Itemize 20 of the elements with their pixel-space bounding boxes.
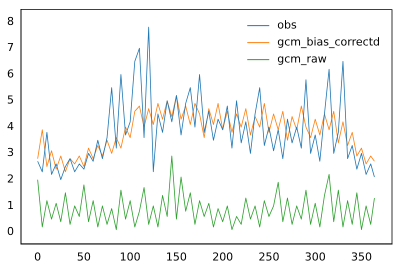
- x-tick-label: 350: [350, 250, 372, 264]
- y-tick-label: 6: [7, 67, 14, 80]
- y-tick-label: 1: [7, 198, 14, 212]
- x-tick-label: 250: [258, 250, 280, 264]
- y-tick-label: 0: [7, 225, 14, 238]
- legend-label: gcm_raw: [277, 52, 327, 66]
- x-tick-label: 50: [76, 250, 91, 264]
- y-tick-label: 4: [7, 120, 14, 133]
- y-tick-label: 5: [7, 94, 14, 107]
- x-tick-label: 150: [166, 250, 187, 264]
- x-tick-label: 200: [212, 250, 234, 264]
- x-tick-label: 100: [120, 250, 141, 264]
- x-tick-label: 0: [34, 250, 42, 264]
- legend-label: gcm_bias_correctd: [277, 35, 380, 48]
- y-tick-label: 7: [7, 41, 14, 54]
- y-tick-label: 8: [7, 14, 14, 28]
- y-tick-label: 3: [7, 146, 14, 160]
- x-tick-label: 300: [304, 250, 326, 264]
- y-tick-label: 2: [7, 172, 14, 186]
- legend-label: obs: [277, 18, 297, 32]
